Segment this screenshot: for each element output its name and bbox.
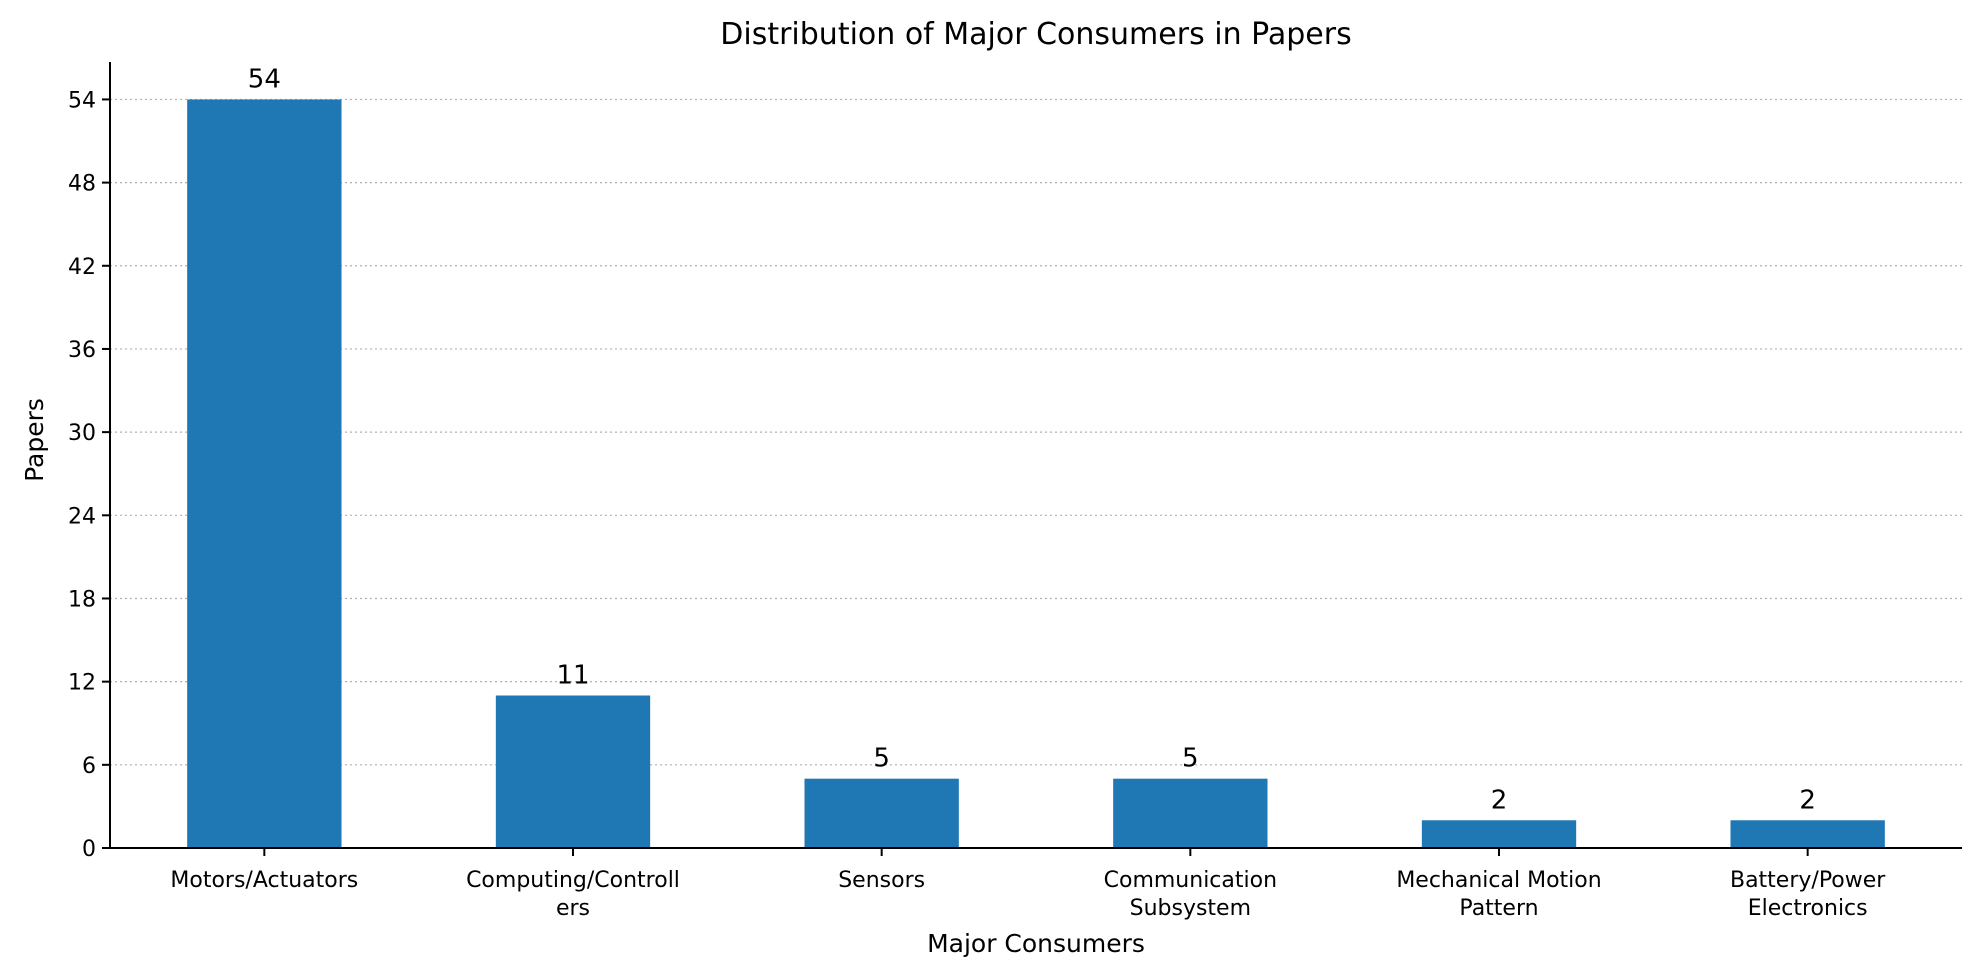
axes [102, 62, 1962, 856]
y-tick-label: 12 [68, 671, 96, 696]
x-tick-label: Motors/Actuators [170, 868, 358, 893]
bar [187, 99, 342, 848]
x-tick-label: Mechanical Motion Pattern [1396, 868, 1601, 921]
y-tick-label: 6 [82, 754, 96, 779]
labels: 0 6 12 18 24 30 36 42 48 54 Motors/Actuators 54 Comp… [68, 64, 1886, 921]
y-tick-label: 18 [68, 587, 96, 612]
x-tick-label: Battery/Power Electronics [1730, 868, 1886, 921]
data-label: 2 [1799, 785, 1816, 815]
grid-lines [110, 98, 1962, 766]
data-label: 54 [248, 64, 281, 94]
bar [804, 778, 959, 848]
x-tick-label: Computing/Controll ers [466, 868, 680, 921]
y-tick-label: 36 [68, 338, 96, 363]
y-tick-label: 48 [68, 172, 96, 197]
chart-title: Distribution of Major Consumers in Paper… [720, 17, 1351, 52]
x-tick-label: Communication Subsystem [1104, 868, 1277, 921]
data-label: 11 [556, 661, 589, 691]
data-label: 5 [873, 744, 890, 774]
y-tick-label: 54 [68, 88, 96, 113]
y-tick-label: 30 [68, 421, 96, 446]
y-axis-label: Papers [20, 398, 49, 482]
data-label: 5 [1182, 744, 1199, 774]
bar [1421, 820, 1577, 848]
bar [495, 695, 651, 848]
y-tick-label: 42 [68, 255, 96, 280]
bar [1730, 820, 1885, 848]
x-tick-label: Sensors [838, 868, 925, 893]
bars [187, 99, 1885, 848]
bar [1113, 778, 1268, 848]
y-tick-label: 24 [68, 504, 96, 529]
x-axis-label: Major Consumers [927, 929, 1145, 958]
y-tick-label: 0 [82, 837, 96, 862]
data-label: 2 [1491, 785, 1508, 815]
